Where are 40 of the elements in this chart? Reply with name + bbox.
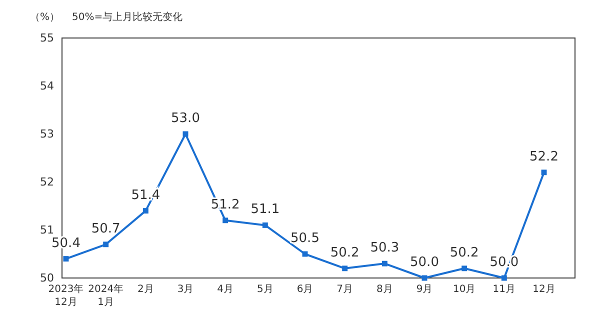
x-tick-label: 2月 bbox=[137, 284, 154, 295]
x-tick-label: 5月 bbox=[256, 284, 274, 295]
x-tick-label: 6月 bbox=[296, 284, 314, 295]
x-tick-label: 2024年 1月 bbox=[88, 283, 124, 308]
point bbox=[262, 222, 268, 228]
x-tick-label: 3月 bbox=[177, 284, 194, 295]
y-tick-label: 51 bbox=[40, 224, 54, 237]
point bbox=[462, 266, 468, 272]
x-tick-label: 12月 bbox=[532, 284, 556, 295]
y-tick-label: 52 bbox=[40, 176, 54, 189]
point bbox=[342, 266, 348, 272]
point bbox=[541, 170, 547, 176]
data-label: 50.2 bbox=[330, 245, 360, 260]
data-label: 51.1 bbox=[250, 202, 280, 218]
point bbox=[382, 260, 388, 266]
point bbox=[501, 275, 507, 281]
y-tick-label: 53 bbox=[40, 128, 54, 141]
y-tick-label: 55 bbox=[40, 32, 54, 45]
x-tick-label: 7月 bbox=[336, 284, 354, 295]
point bbox=[63, 256, 69, 262]
data-label: 53.0 bbox=[171, 111, 200, 126]
x-tick-label: 9月 bbox=[416, 284, 433, 295]
text: 50%=与上月比较无变化 bbox=[72, 11, 183, 23]
x-tick-label: 10月 bbox=[452, 284, 476, 295]
x-tick-label: 8月 bbox=[376, 284, 393, 295]
data-label: 50.3 bbox=[370, 240, 400, 256]
x-tick-label: 4月 bbox=[217, 284, 234, 295]
data-label: 50.0 bbox=[410, 255, 439, 270]
data-label: 50.2 bbox=[450, 245, 479, 260]
x-tick-label: 11月 bbox=[492, 284, 516, 295]
data-label: 50.7 bbox=[91, 221, 120, 236]
y-axis-title: （%） bbox=[30, 12, 60, 23]
x-tick-label: 2023年 12月 bbox=[48, 283, 84, 308]
point bbox=[103, 242, 109, 248]
y-tick-label: 50 bbox=[40, 272, 54, 285]
y-tick-label: 54 bbox=[40, 80, 54, 93]
data-label: 50.5 bbox=[290, 231, 320, 246]
data-label: 52.2 bbox=[530, 149, 558, 164]
point bbox=[142, 208, 148, 214]
point bbox=[222, 218, 228, 224]
